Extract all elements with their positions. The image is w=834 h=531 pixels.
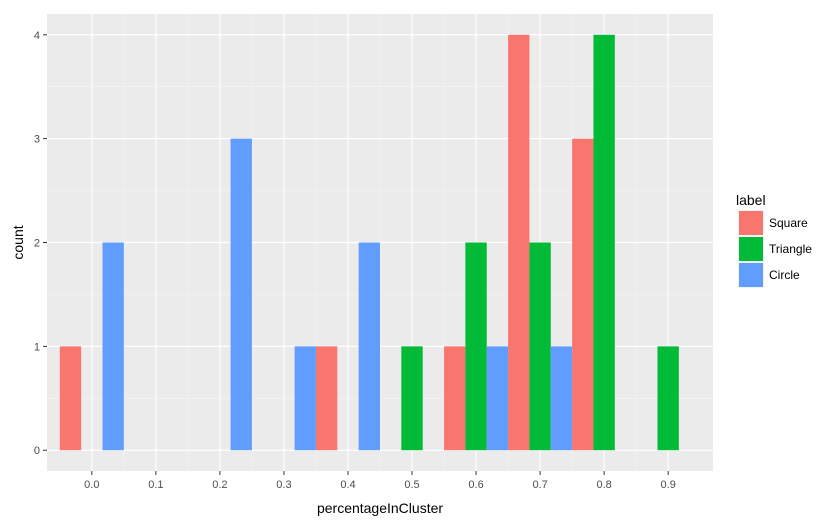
- bar-circle: [358, 242, 380, 451]
- legend-key-circle: [739, 263, 763, 287]
- bar-square: [508, 34, 530, 451]
- legend-label-square: Square: [769, 216, 808, 230]
- x-tick-label: 0.0: [84, 479, 99, 491]
- legend-key-square: [739, 211, 763, 235]
- x-axis-title: percentageInCluster: [317, 500, 443, 516]
- x-tick-label: 0.9: [661, 479, 676, 491]
- x-tick-label: 0.5: [404, 479, 419, 491]
- x-tick-label: 0.6: [468, 479, 483, 491]
- y-tick-label: 3: [34, 134, 40, 146]
- legend-label-circle: Circle: [769, 268, 800, 282]
- bar-triangle: [401, 346, 423, 451]
- bar-circle: [294, 346, 316, 451]
- y-axis-title: count: [10, 225, 26, 259]
- x-tick-label: 0.8: [596, 479, 611, 491]
- y-tick-label: 1: [34, 341, 40, 353]
- y-tick-label: 2: [34, 238, 40, 250]
- bar-circle: [486, 346, 509, 451]
- bar-square: [572, 138, 594, 451]
- x-tick-label: 0.3: [276, 479, 291, 491]
- bar-triangle: [465, 242, 487, 451]
- bar-square: [315, 346, 338, 451]
- y-tick-label: 4: [34, 30, 40, 42]
- bar-triangle: [529, 242, 551, 451]
- y-tick-label: 0: [34, 445, 40, 457]
- bar-square: [444, 346, 466, 451]
- bar-circle: [550, 346, 573, 451]
- bar-circle: [102, 242, 124, 451]
- x-tick-label: 0.2: [212, 479, 227, 491]
- bar-triangle: [657, 346, 679, 451]
- legend: label Square Triangle Circle: [736, 192, 812, 288]
- x-axis: 0.0 0.1 0.2 0.3 0.4 0.5 0.6 0.7 0.8 0.9: [84, 471, 676, 491]
- x-tick-label: 0.7: [532, 479, 547, 491]
- bar-circle: [230, 138, 252, 451]
- x-tick-label: 0.4: [340, 479, 355, 491]
- y-axis: 0 1 2 3 4: [34, 30, 47, 457]
- bar-square: [59, 346, 82, 451]
- bar-triangle: [593, 34, 615, 451]
- bars: [59, 34, 679, 451]
- legend-title: label: [736, 192, 766, 208]
- legend-label-triangle: Triangle: [769, 242, 812, 256]
- x-tick-label: 0.1: [148, 479, 163, 491]
- legend-key-triangle: [739, 237, 763, 261]
